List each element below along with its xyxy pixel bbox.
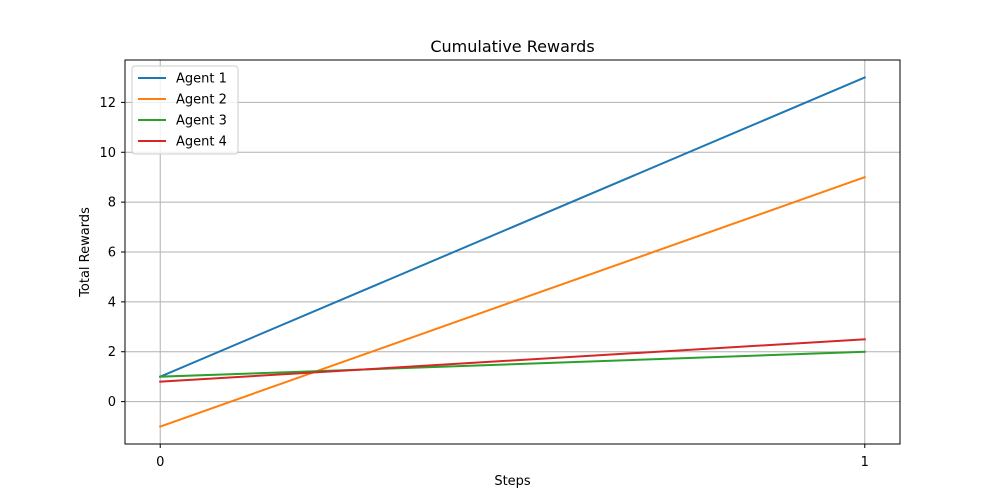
legend-label: Agent 3 (176, 114, 227, 129)
series-line-agent-3 (159, 350, 866, 378)
series-lines (158, 76, 867, 428)
legend: Agent 1 Agent 2 Agent 3 Agent 4 (131, 65, 239, 155)
y-tick-label: 10 (99, 146, 116, 161)
legend-label: Agent 2 (176, 93, 227, 108)
y-tick-label: 8 (108, 196, 116, 211)
legend-label: Agent 1 (176, 72, 227, 87)
x-tick-label: 1 (861, 455, 869, 470)
legend-box (131, 65, 239, 155)
y-tick-label: 12 (99, 96, 116, 111)
x-tick-label: 0 (156, 455, 164, 470)
series-line-agent-1 (158, 76, 867, 378)
y-tick-label: 2 (108, 345, 116, 360)
x-axis-label: Steps (494, 474, 531, 489)
legend-label: Agent 4 (176, 135, 227, 150)
series-line-agent-2 (158, 175, 867, 428)
y-tick-label: 4 (108, 295, 116, 310)
grid (125, 60, 900, 444)
y-tick-label: 6 (108, 246, 116, 261)
y-axis-label: Total Rewards (78, 207, 93, 298)
y-tick-label: 0 (108, 395, 116, 410)
chart-title: Cumulative Rewards (430, 37, 594, 56)
series-line-agent-4 (159, 338, 866, 383)
y-axis: 0 2 4 6 8 10 12 (99, 96, 125, 410)
